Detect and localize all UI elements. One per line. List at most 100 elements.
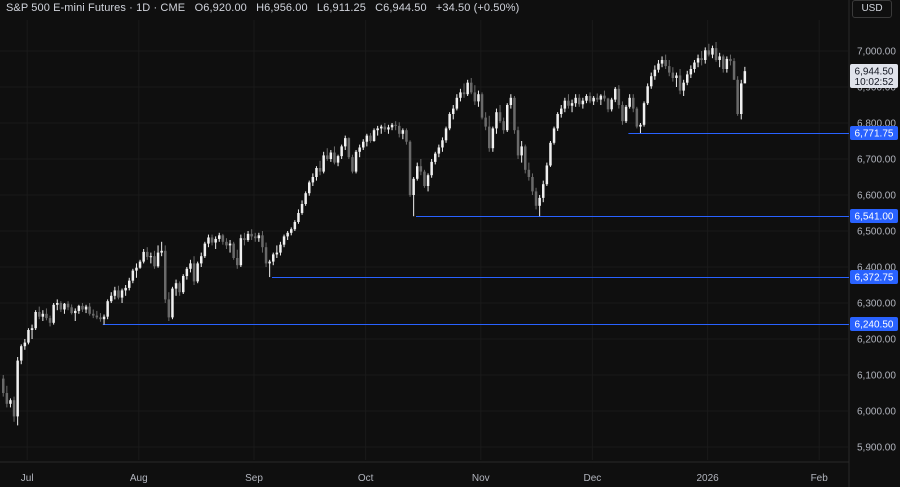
- candle-body: [52, 304, 55, 323]
- candle-body: [444, 128, 448, 141]
- candle-body: [142, 251, 145, 262]
- candle-body: [635, 108, 639, 127]
- candle-body: [732, 61, 736, 80]
- candle-body: [516, 130, 520, 156]
- candle-body: [538, 197, 541, 206]
- candle-body: [189, 263, 192, 269]
- candle-body: [171, 288, 174, 318]
- candle-body: [714, 48, 718, 60]
- candle-body: [722, 56, 725, 69]
- candle-body: [480, 94, 484, 118]
- candle-body: [156, 252, 160, 267]
- support-level-tag: [850, 209, 898, 223]
- candle-body: [239, 238, 243, 266]
- candle-body: [221, 235, 225, 242]
- candle-body: [448, 114, 451, 129]
- price-axis[interactable]: 7,000.006,900.006,800.006,700.006,600.00…: [857, 47, 896, 454]
- x-tick-label: Dec: [584, 473, 602, 484]
- candle-body: [23, 342, 27, 347]
- candle-body: [408, 141, 412, 195]
- candle-body: [639, 124, 642, 127]
- candle-body: [99, 317, 102, 320]
- candle-body: [380, 126, 383, 129]
- open-value: 6,920.00: [203, 2, 247, 14]
- candle-body: [560, 108, 563, 114]
- candle-body: [603, 95, 606, 99]
- support-level-value: 6,372.75: [855, 273, 894, 284]
- candle-body: [286, 232, 289, 237]
- support-level-tag: [850, 126, 898, 140]
- candle-body: [326, 155, 329, 159]
- current-price-tag: [850, 64, 898, 88]
- candle-body: [77, 305, 81, 311]
- candle-body: [164, 250, 167, 300]
- candle-body: [369, 135, 372, 141]
- candle-body: [333, 152, 336, 163]
- candle-body: [653, 69, 657, 77]
- candle-body: [236, 258, 239, 266]
- y-tick-label: 6,600.00: [857, 191, 896, 202]
- candle-body: [322, 155, 325, 172]
- candle-body: [495, 112, 498, 129]
- candle-body: [740, 83, 743, 114]
- candle-body: [250, 233, 253, 237]
- candle-body: [671, 72, 675, 78]
- candle-body: [264, 247, 268, 264]
- currency-button[interactable]: USD: [852, 0, 892, 18]
- time-axis[interactable]: Jul Aug Sep Oct Nov Dec 2026 Feb: [21, 473, 828, 484]
- candle-body: [405, 130, 408, 142]
- support-level-tag: [850, 317, 898, 331]
- close-label: C: [375, 2, 384, 14]
- y-tick-label: 6,400.00: [857, 263, 896, 274]
- candle-body: [513, 97, 516, 131]
- candle-body: [387, 127, 390, 130]
- candle-body: [135, 267, 138, 271]
- candle-body: [56, 303, 59, 305]
- candle-body: [509, 97, 513, 105]
- change-value: +34.50 (+0.50%): [435, 2, 520, 14]
- candle-body: [20, 346, 23, 361]
- symbol-legend: S&P 500 E-mini Futures · 1D · CME O6,920…: [6, 2, 519, 14]
- candle-body: [470, 82, 473, 93]
- candle-body: [246, 233, 250, 240]
- support-level-tag: [850, 270, 898, 284]
- candle-body: [372, 130, 376, 141]
- chart-gridlines: [0, 0, 850, 487]
- candle-body: [308, 182, 311, 194]
- candle-body: [621, 105, 624, 122]
- candle-body: [232, 243, 235, 258]
- candle-body: [527, 169, 531, 177]
- candle-body: [466, 82, 469, 95]
- candle-body: [545, 165, 549, 185]
- high-value: 6,956.00: [264, 2, 308, 14]
- candle-body: [552, 128, 556, 143]
- candle-body: [340, 146, 343, 157]
- candle-body: [498, 112, 502, 122]
- candle-body: [38, 312, 41, 317]
- candle-body: [642, 103, 646, 125]
- candle-body: [275, 252, 279, 255]
- candle-body: [362, 141, 365, 148]
- candle-body: [315, 168, 318, 177]
- support-level-value: 6,541.00: [855, 212, 894, 223]
- candle-body: [596, 97, 599, 100]
- candle-body: [574, 97, 577, 104]
- candle-body: [92, 313, 95, 316]
- candle-body: [149, 256, 153, 258]
- candle-body: [196, 263, 199, 282]
- candle-body: [376, 128, 379, 131]
- candle-body: [592, 97, 595, 102]
- candle-body: [398, 125, 401, 134]
- candle-body: [477, 94, 480, 102]
- candle-body: [725, 58, 729, 69]
- candle-body: [113, 290, 117, 296]
- x-tick-label: Oct: [358, 473, 374, 484]
- high-label: H: [256, 2, 265, 14]
- candle-body: [63, 303, 66, 310]
- candle-body: [347, 138, 351, 158]
- candle-body: [12, 400, 16, 417]
- candle-body: [491, 128, 495, 149]
- candle-body: [138, 261, 142, 268]
- candle-body: [27, 330, 30, 343]
